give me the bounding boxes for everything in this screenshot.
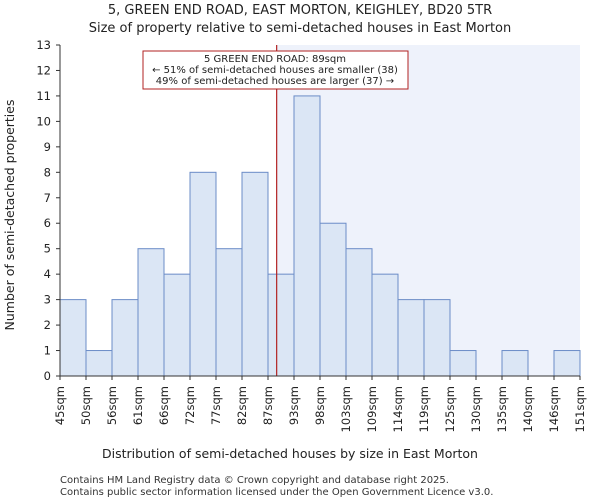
x-tick-label: 72sqm: [183, 386, 197, 425]
x-tick-label: 45sqm: [53, 386, 67, 425]
x-tick-label: 125sqm: [443, 386, 457, 432]
x-tick-label: 77sqm: [209, 386, 223, 425]
y-tick-label: 1: [44, 344, 51, 358]
y-tick-label: 4: [44, 267, 51, 281]
y-tick-label: 10: [36, 114, 51, 128]
x-tick-label: 82sqm: [235, 386, 249, 425]
annotation-line-2: ← 51% of semi-detached houses are smalle…: [152, 65, 398, 76]
bar-135sqm: [501, 350, 529, 377]
chart-subtitle: Size of property relative to semi-detach…: [89, 21, 512, 36]
x-tick-label: 98sqm: [313, 386, 327, 425]
x-tick-label: 119sqm: [417, 386, 431, 432]
bar-66sqm: [163, 273, 191, 377]
bar-45sqm: [59, 299, 87, 377]
bar-93sqm: [293, 95, 321, 377]
bar-109sqm: [371, 273, 399, 377]
y-tick-label: 11: [36, 89, 51, 103]
x-axis-label: Distribution of semi-detached houses by …: [102, 446, 478, 461]
bar-87sqm: [267, 273, 295, 377]
bar-114sqm: [397, 299, 425, 377]
chart-title: 5, GREEN END ROAD, EAST MORTON, KEIGHLEY…: [108, 3, 492, 18]
bar-77sqm: [215, 248, 243, 377]
bar-103sqm: [345, 248, 373, 377]
x-tick-label: 56sqm: [105, 386, 119, 425]
y-tick-label: 13: [36, 38, 51, 52]
footer-line-2: Contains public sector information licen…: [60, 487, 493, 498]
y-tick-label: 2: [44, 318, 51, 332]
x-tick-label: 66sqm: [157, 386, 171, 425]
y-tick-label: 6: [44, 216, 51, 230]
x-tick-label: 61sqm: [131, 386, 145, 425]
y-tick-label: 0: [44, 369, 51, 383]
y-tick-label: 12: [36, 63, 51, 77]
bar-146sqm: [553, 350, 581, 377]
y-tick-label: 5: [44, 242, 51, 256]
y-tick-label: 9: [44, 140, 51, 154]
y-tick-label: 7: [44, 191, 51, 205]
x-tick-label: 87sqm: [261, 386, 275, 425]
bar-72sqm: [189, 171, 217, 377]
x-tick-label: 93sqm: [287, 386, 301, 425]
x-tick-label: 109sqm: [365, 386, 379, 432]
bar-61sqm: [137, 248, 165, 377]
annotation-box: 5 GREEN END ROAD: 89sqm ← 51% of semi-de…: [142, 50, 409, 90]
y-axis-label: Number of semi-detached properties: [2, 100, 17, 331]
bar-82sqm: [241, 171, 269, 377]
x-tick-label: 50sqm: [79, 386, 93, 425]
bar-50sqm: [85, 350, 113, 377]
footer-line-1: Contains HM Land Registry data © Crown c…: [60, 475, 449, 486]
y-tick-label: 3: [44, 293, 51, 307]
annotation-line-1: 5 GREEN END ROAD: 89sqm: [204, 54, 346, 65]
y-tick-label: 8: [44, 165, 51, 179]
x-tick-label: 103sqm: [339, 386, 353, 432]
bar-56sqm: [111, 299, 139, 377]
x-tick-label: 130sqm: [469, 386, 483, 432]
x-tick-label: 140sqm: [521, 386, 535, 432]
bar-125sqm: [449, 350, 477, 377]
bar-98sqm: [319, 222, 347, 377]
x-tick-label: 135sqm: [495, 386, 509, 432]
x-tick-label: 146sqm: [547, 386, 561, 432]
x-tick-label: 114sqm: [391, 386, 405, 432]
annotation-line-3: 49% of semi-detached houses are larger (…: [156, 76, 394, 87]
x-tick-label: 151sqm: [573, 386, 587, 432]
bar-119sqm: [423, 299, 451, 377]
